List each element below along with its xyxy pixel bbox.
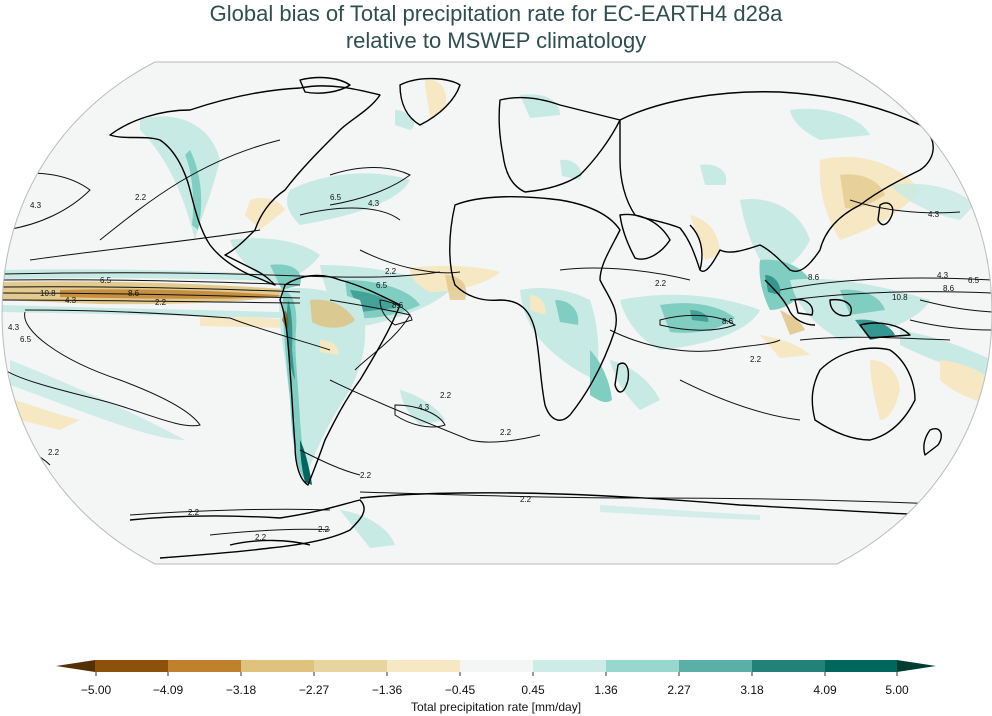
chart-title-line-2: relative to MSWEP climatology: [345, 28, 647, 53]
contour-label: 6.5: [20, 335, 32, 344]
contour-label: 4.3: [8, 323, 20, 332]
map-boundary: [1, 61, 992, 565]
colorbar-tick: 4.09: [813, 683, 837, 697]
colorbar-extend-high: [897, 660, 936, 672]
world-map: 6.5 10.8 8.6 4.3 2.2 4.3 6.5 4.3 2.2 6.5…: [1, 61, 992, 565]
colorbar-tick: 0.45: [521, 683, 545, 697]
colorbar-bin: [241, 660, 314, 672]
colorbar-bin: [460, 660, 533, 672]
contour-label: 2.2: [500, 428, 512, 437]
colorbar-tick: 3.18: [740, 683, 764, 697]
colorbar-tick: −1.36: [371, 683, 403, 697]
contour-label: 2.2: [655, 279, 667, 288]
contour-label: 2.2: [440, 391, 452, 400]
contour-label: 2.2: [188, 508, 200, 517]
contour-label: 2.2: [255, 533, 267, 542]
colorbar-tick: −0.45: [444, 683, 476, 697]
colorbar-bin: [95, 660, 168, 672]
colorbar-bin: [168, 660, 241, 672]
map-field: [2, 62, 992, 564]
colorbar-bin: [752, 660, 825, 672]
contour-label: 6.5: [968, 276, 980, 285]
colorbar-bin: [825, 660, 897, 672]
contour-label: 10.8: [892, 293, 908, 302]
contour-label: 4.3: [368, 199, 380, 208]
contour-label: 2.2: [48, 448, 60, 457]
colorbar-tick: −5.00: [80, 683, 112, 697]
climatology-contours: [2, 139, 992, 536]
contour-label: 2.2: [318, 525, 330, 534]
contour-label: 6.5: [330, 193, 342, 202]
contour-label: 10.8: [40, 289, 56, 298]
contour-label: 8.6: [722, 317, 734, 326]
contour-label: 4.3: [65, 296, 77, 305]
contour-label: 2.2: [520, 495, 532, 504]
colorbar-tick: −3.18: [225, 683, 257, 697]
contour-label: 4.3: [937, 271, 949, 280]
colorbar-extend-low: [56, 660, 95, 672]
contour-label: 4.3: [30, 201, 42, 210]
contour-label: 8.6: [943, 284, 955, 293]
colorbar-tick: −4.09: [152, 683, 184, 697]
contour-label: 2.2: [385, 267, 397, 276]
colorbar-bin: [314, 660, 387, 672]
chart-title: Global bias of Total precipitation rate …: [0, 0, 992, 54]
colorbar-tick: 2.27: [667, 683, 691, 697]
contour-label: 6.5: [100, 276, 112, 285]
contour-label: 8.6: [392, 301, 404, 310]
contour-label: 8.6: [808, 273, 820, 282]
contour-label: 2.2: [155, 298, 167, 307]
contour-label: 2.2: [360, 471, 372, 480]
contour-labels: 6.5 10.8 8.6 4.3 2.2 4.3 6.5 4.3 2.2 6.5…: [8, 193, 980, 542]
chart-title-line-1: Global bias of Total precipitation rate …: [209, 1, 783, 26]
contour-label: 4.3: [418, 403, 430, 412]
colorbar-label: Total precipitation rate [mm/day]: [410, 700, 582, 714]
colorbar-tick: −2.27: [298, 683, 330, 697]
contour-label: 6.5: [376, 281, 388, 290]
colorbar-bin: [679, 660, 752, 672]
colorbar-tick: 5.00: [885, 683, 909, 697]
colorbar-bin: [606, 660, 679, 672]
contour-label: 4.3: [928, 210, 940, 219]
colorbar-bin: [387, 660, 460, 672]
contour-label: 2.2: [750, 355, 762, 364]
coastlines: [109, 76, 942, 559]
colorbar-tick: 1.36: [594, 683, 618, 697]
contour-label: 2.2: [135, 193, 147, 202]
contour-label: 8.6: [128, 289, 140, 298]
colorbar-bin: [533, 660, 606, 672]
